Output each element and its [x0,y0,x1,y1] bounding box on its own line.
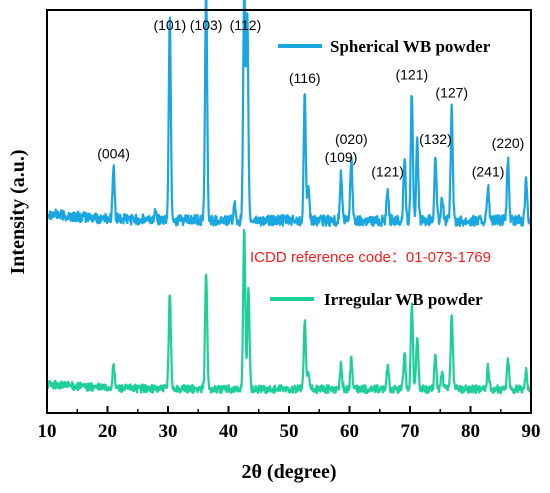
peak-label-11: (241) [472,164,505,180]
icdd-reference-annotation: ICDD reference code：01-073-1769 [250,249,491,266]
legend-irregular: Irregular WB powder [270,290,483,309]
x-tick-label-4: 50 [280,421,299,442]
peak-label-12: (220) [492,135,525,151]
peak-label-4: (116) [289,70,321,86]
x-tick-label-8: 90 [522,421,541,442]
series-line-spherical [45,0,533,228]
peak-label-2: (103) [190,17,223,33]
peak-label-5: (109) [325,149,358,165]
x-tick-label-3: 40 [219,421,238,442]
legend-label-spherical: Spherical WB powder [330,37,491,56]
peak-label-10: (127) [435,84,468,100]
peak-label-6: (020) [335,131,368,147]
peak-labels-layer: (004) (101) (103) (112) (116) (109) (020) (121)… [97,17,524,180]
traces-layer [45,0,533,395]
legend-spherical: Spherical WB powder [278,37,491,56]
peak-label-7: (121) [371,164,404,180]
x-tick-label-5: 60 [340,421,359,442]
x-tick-label-2: 30 [159,421,178,442]
peak-label-3: (112) [230,17,262,33]
x-tick-label-6: 70 [401,421,420,442]
x-tick-label-7: 80 [461,421,480,442]
series-line-irregular [45,228,533,395]
legend-label-irregular: Irregular WB powder [324,290,483,309]
x-tick-label-0: 10 [38,421,57,442]
x-axis-title: 2θ (degree) [241,461,336,483]
peak-label-9: (132) [419,131,452,147]
peak-label-1: (101) [153,17,186,33]
x-axis-ticks: 10 20 30 40 50 60 70 80 90 [38,406,541,442]
y-axis-title: Intensity (a.u.) [7,149,29,274]
peak-label-8: (121) [395,66,428,82]
peak-label-0: (004) [97,146,130,162]
x-tick-label-1: 20 [98,421,117,442]
